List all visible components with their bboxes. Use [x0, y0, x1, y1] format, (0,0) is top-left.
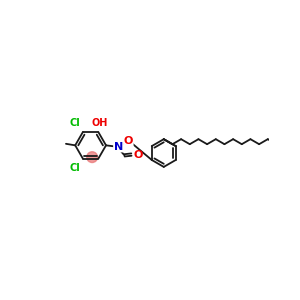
Circle shape: [87, 152, 98, 163]
Text: Cl: Cl: [70, 163, 81, 172]
Text: OH: OH: [92, 118, 108, 128]
Text: Cl: Cl: [70, 118, 81, 128]
Text: O: O: [124, 136, 133, 146]
Text: N: N: [114, 142, 123, 152]
Text: O: O: [134, 150, 143, 160]
